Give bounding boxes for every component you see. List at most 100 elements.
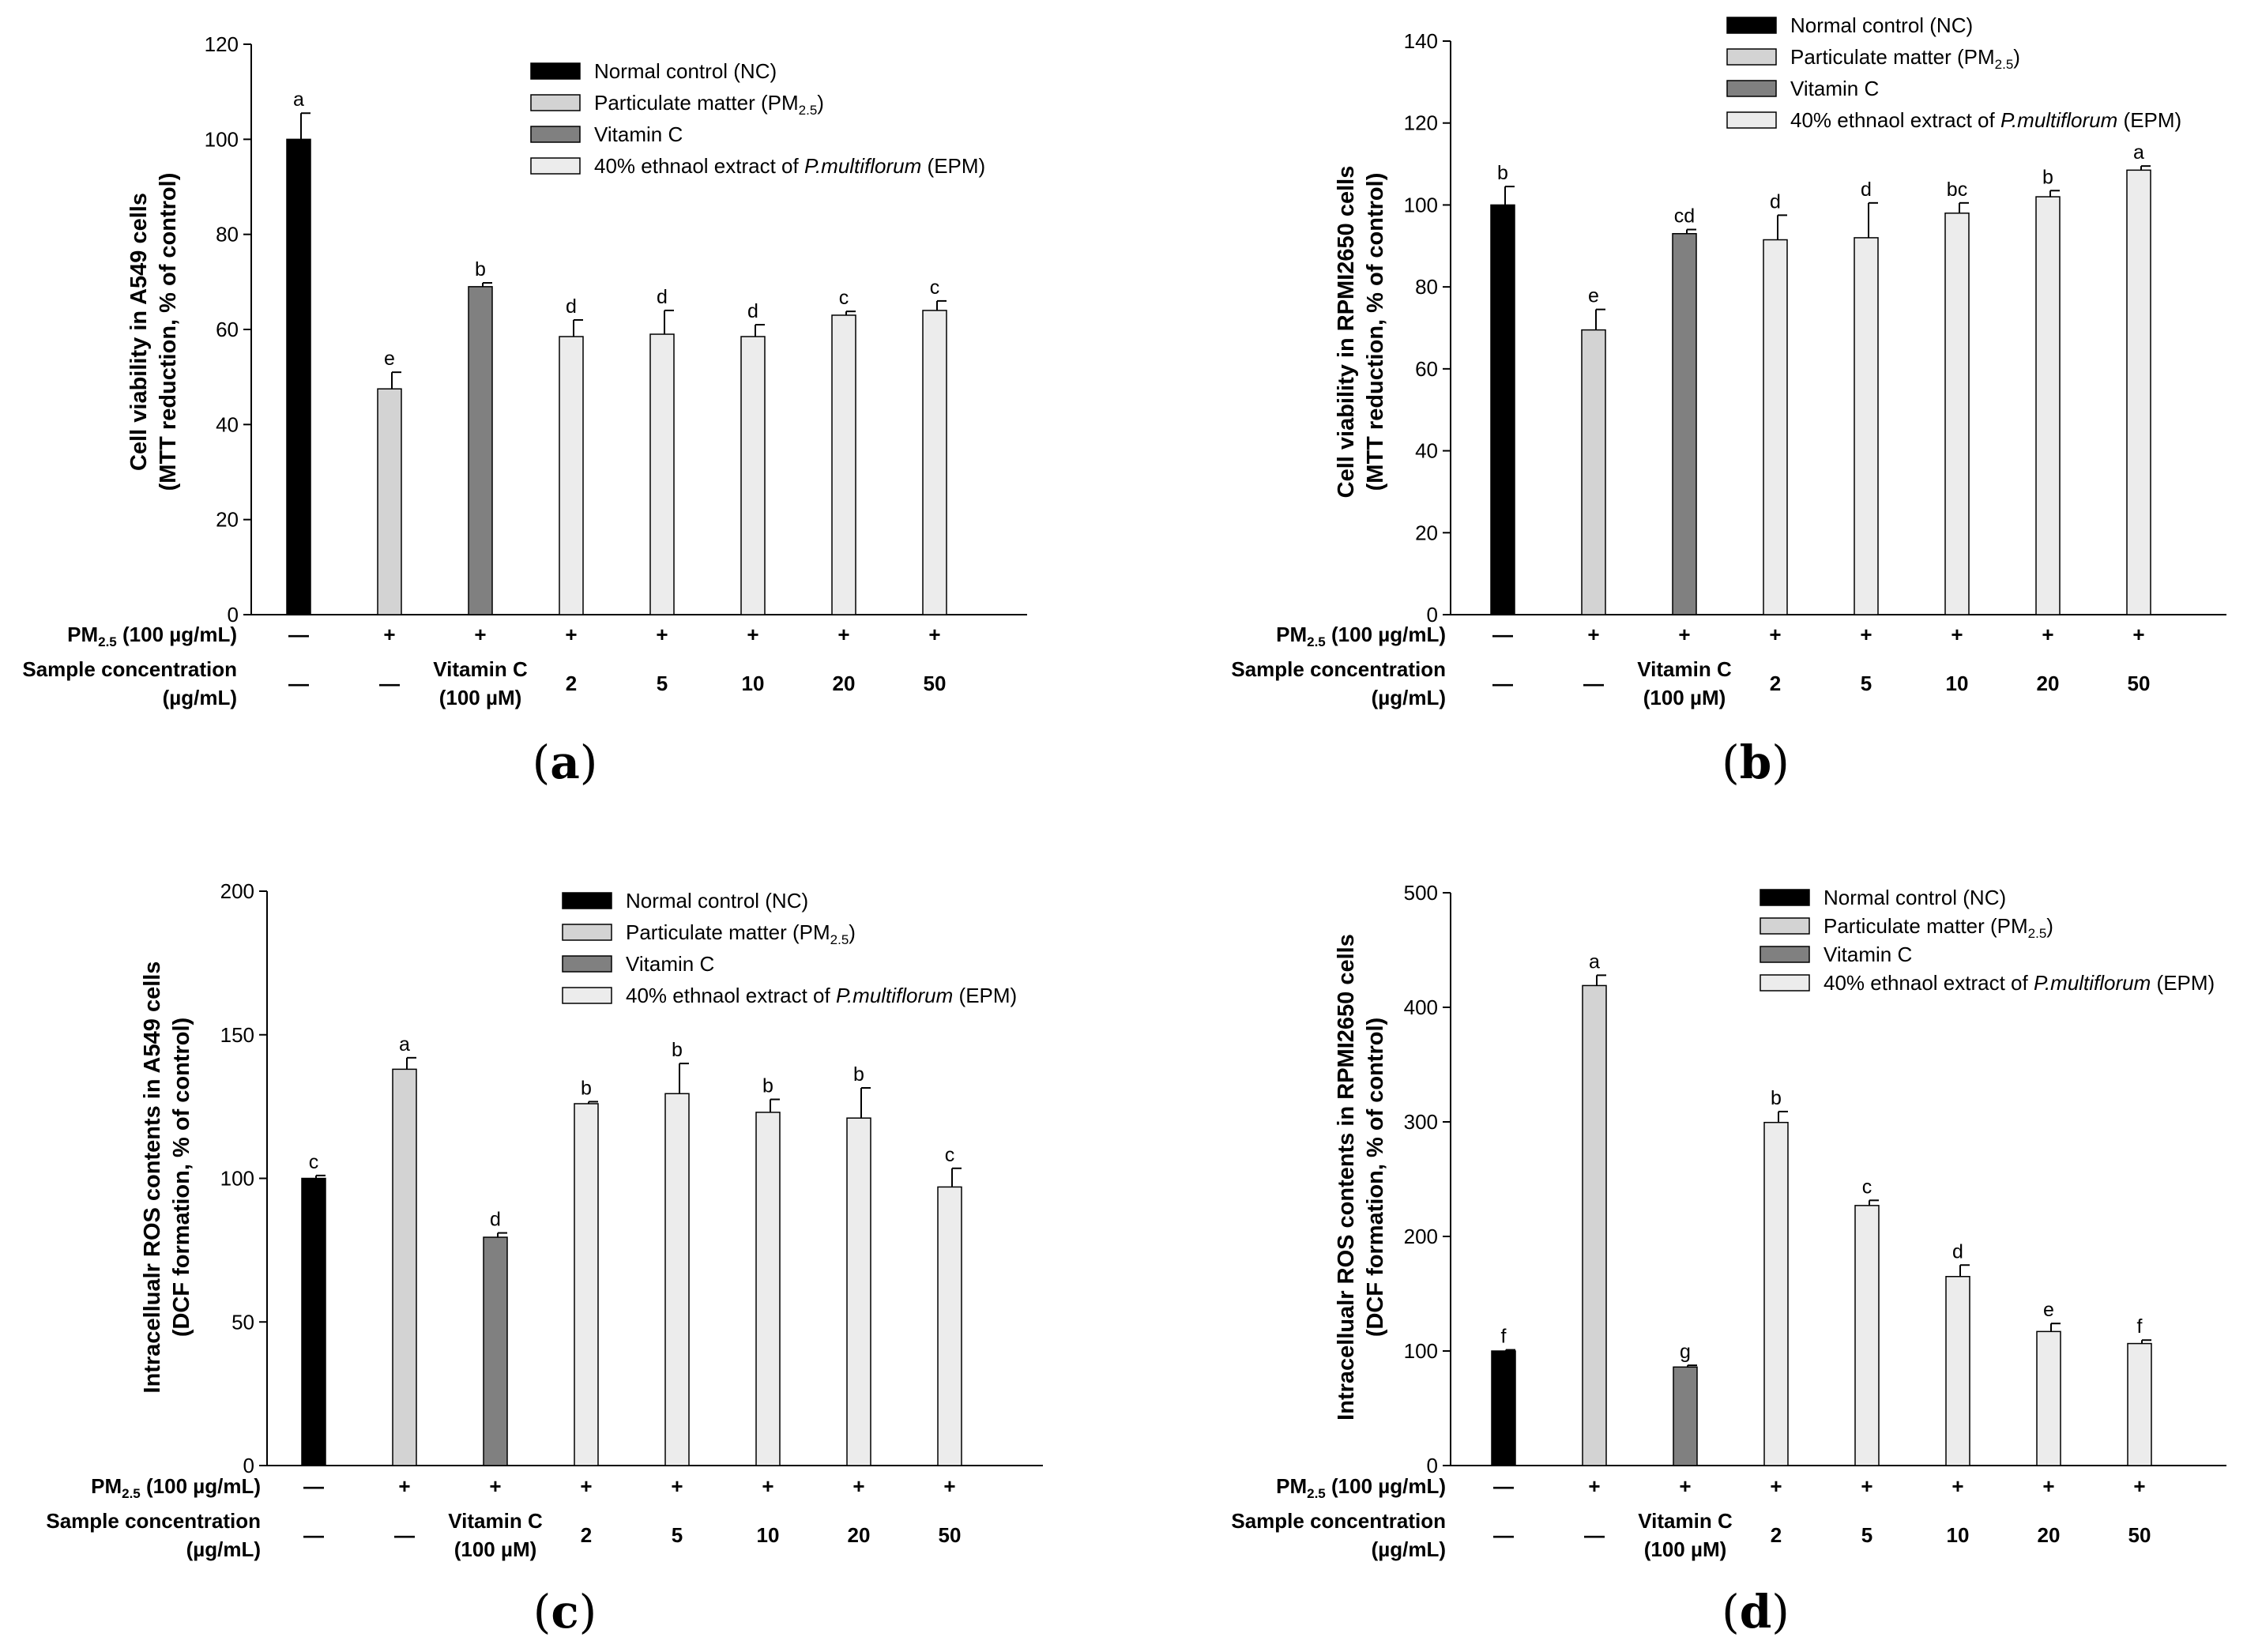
sample-condition-label: — (1584, 1523, 1605, 1547)
legend-swatch-pm (1760, 917, 1810, 935)
y-tick-label: 500 (1404, 881, 1438, 905)
y-tick-label: 60 (1415, 357, 1438, 381)
y-tick-label: 100 (1404, 193, 1438, 216)
row-label-sample: Sample concentration (1231, 1509, 1446, 1533)
legend-swatch-pm (1726, 48, 1777, 66)
legend-swatch-nc (562, 892, 612, 909)
legend-entry-pm: Particulate matter (PM2.5) (594, 91, 824, 118)
sample-condition-label: Vitamin C (1638, 1509, 1733, 1533)
legend-swatch-vc (1760, 946, 1810, 963)
bar-pm2-5 (1581, 329, 1606, 615)
significance-letter: c (839, 287, 849, 309)
bar-50 (922, 310, 947, 615)
sample-condition-label: 50 (2128, 672, 2151, 695)
legend-swatch-vc (562, 955, 612, 973)
y-tick-label: 200 (220, 879, 254, 903)
pm-condition-mark: + (2042, 1474, 2054, 1498)
y-axis-label: (DCF formation, % of control) (1363, 1018, 1388, 1337)
pm-condition-mark: — (1492, 623, 1513, 646)
row-label-sample-unit: (µg/mL) (163, 686, 237, 709)
significance-letter: e (1588, 285, 1599, 307)
legend-entry-nc: Normal control (NC) (1790, 13, 1973, 37)
chart-panel-c: 0 50 100 150 200 Intracellualr ROS contents i… (46, 879, 1043, 1639)
legend-swatch-epm (562, 987, 612, 1004)
bar-nc (286, 138, 311, 615)
bar-5 (649, 333, 675, 615)
pm-condition-mark: + (580, 1474, 592, 1498)
y-axis-label: Intracellualr ROS contents in A549 cells (140, 961, 165, 1394)
pm-condition-mark: + (2133, 1474, 2145, 1498)
bar-50 (2127, 1342, 2152, 1466)
bar-20 (846, 1117, 871, 1466)
sample-condition-label: 10 (742, 672, 765, 695)
significance-letter: d (1952, 1240, 1963, 1263)
legend-entry-nc: Normal control (NC) (1824, 886, 2006, 909)
significance-letter: a (399, 1033, 410, 1056)
significance-letter: d (490, 1209, 501, 1231)
sample-condition-label: 5 (672, 1523, 683, 1547)
legend-swatch-nc (530, 62, 581, 80)
bar-2 (1763, 1121, 1789, 1466)
chart-panel-d: 0 100 200 300 400 500 Intracellualr ROS conten… (1231, 881, 2226, 1639)
y-axis-label: (DCF formation, % of control) (169, 1018, 194, 1337)
sample-condition-label: (100 µM) (439, 686, 522, 709)
bar-2 (559, 336, 584, 615)
pm-condition-mark: + (1587, 623, 1599, 646)
row-label-sample-unit: (µg/mL) (186, 1537, 261, 1561)
y-tick-label: 40 (1415, 439, 1438, 463)
panel-label: (a) (533, 736, 598, 789)
sample-condition-label: — (1492, 672, 1513, 695)
y-tick-label: 0 (1427, 1454, 1438, 1477)
pm-condition-mark: + (943, 1474, 955, 1498)
significance-letter: f (1501, 1326, 1507, 1348)
legend-entry-nc: Normal control (NC) (594, 59, 777, 83)
pm-condition-mark: + (2042, 623, 2053, 646)
bar-50 (937, 1186, 962, 1466)
pm-condition-mark: + (747, 623, 758, 646)
sample-condition-label: 20 (848, 1523, 871, 1547)
y-tick-label: 120 (1404, 111, 1438, 135)
legend-entry-vc: Vitamin C (1824, 943, 1912, 966)
pm-condition-mark: + (1860, 623, 1872, 646)
y-tick-label: 400 (1404, 995, 1438, 1019)
significance-letter: b (1771, 1087, 1782, 1109)
bar-vitamin-c (1672, 232, 1697, 615)
legend-swatch-vc (530, 126, 581, 143)
sample-condition-label: 50 (939, 1523, 962, 1547)
pm-condition-mark: + (1770, 1474, 1782, 1498)
row-label-sample: Sample concentration (46, 1509, 261, 1533)
sample-condition-label: (100 µM) (1644, 1537, 1727, 1561)
pm-condition-mark: + (1951, 1474, 1963, 1498)
sample-condition-label: — (1493, 1523, 1514, 1547)
significance-letter: b (672, 1039, 683, 1061)
row-label-pm: PM2.5 (100 µg/mL) (67, 623, 237, 649)
significance-letter: bc (1947, 179, 1967, 201)
sample-condition-label: (100 µM) (454, 1537, 537, 1561)
pm-condition-mark: — (303, 1474, 324, 1498)
legend-entry-epm: 40% ethnaol extract of P.multiflorum (EP… (626, 984, 1017, 1007)
significance-letter: e (384, 348, 395, 370)
bar-10 (755, 1112, 781, 1466)
pm-condition-mark: + (489, 1474, 501, 1498)
y-tick-label: 100 (1404, 1339, 1438, 1363)
bar-20 (831, 314, 856, 615)
sample-condition-label: (100 µM) (1643, 686, 1726, 709)
y-tick-label: 120 (205, 32, 239, 56)
sample-condition-label: 20 (2037, 672, 2060, 695)
sample-condition-label: 10 (1947, 1523, 1970, 1547)
bar-vitamin-c (483, 1236, 508, 1466)
panel-label: (b) (1722, 736, 1790, 789)
pm-condition-mark: + (1769, 623, 1781, 646)
legend-entry-epm: 40% ethnaol extract of P.multiflorum (EP… (1824, 971, 2215, 995)
row-label-sample-unit: (µg/mL) (1372, 686, 1446, 709)
y-tick-label: 20 (216, 508, 239, 532)
sample-condition-label: 10 (1946, 672, 1969, 695)
y-tick-label: 50 (231, 1310, 254, 1334)
pm-condition-mark: + (398, 1474, 410, 1498)
y-tick-label: 40 (216, 412, 239, 436)
y-tick-label: 60 (216, 318, 239, 341)
significance-letter: cd (1674, 205, 1695, 228)
legend-entry-vc: Vitamin C (626, 952, 714, 976)
sample-condition-label: 5 (657, 672, 668, 695)
